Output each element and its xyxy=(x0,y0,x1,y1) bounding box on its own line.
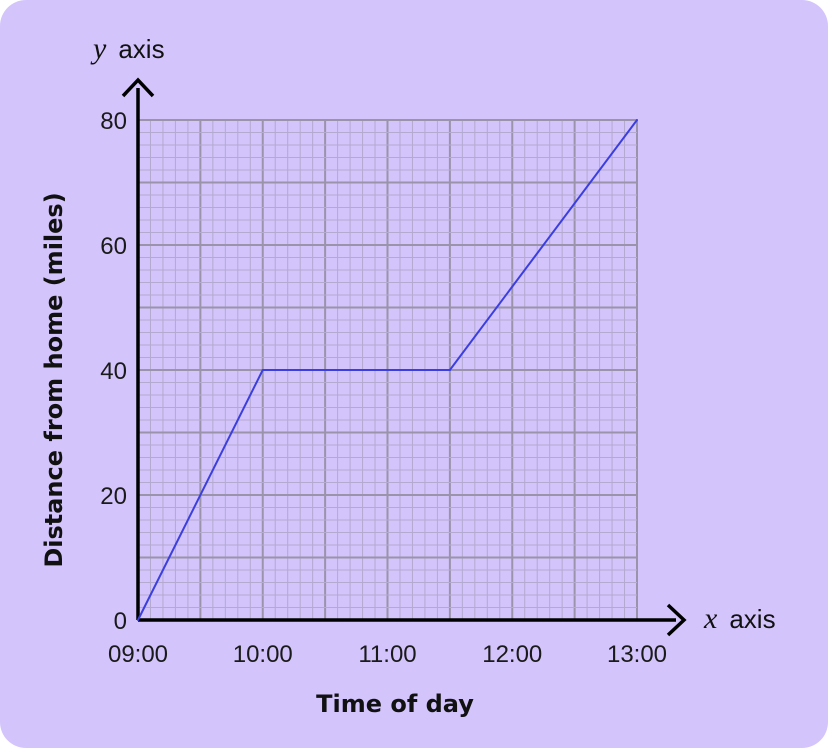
x-tick-label: 12:00 xyxy=(482,641,542,668)
y-axis-var: y xyxy=(90,32,107,65)
x-tick-labels: 09:00 10:00 11:00 12:00 13:00 xyxy=(108,641,667,668)
y-tick-labels: 0 20 40 60 80 xyxy=(100,108,127,635)
y-tick-label: 0 xyxy=(114,608,127,635)
data-point xyxy=(448,369,451,371)
y-tick-label: 20 xyxy=(100,483,127,510)
y-axis-word: axis xyxy=(118,34,164,64)
y-axis-name: y axis xyxy=(90,32,165,65)
y-axis-title: Distance from home (miles) xyxy=(40,192,68,567)
x-tick-label: 09:00 xyxy=(108,641,168,668)
y-tick-label: 40 xyxy=(100,358,127,385)
x-axis-name: x axis xyxy=(703,602,776,635)
x-tick-label: 10:00 xyxy=(233,641,293,668)
x-axis-var: x xyxy=(703,602,718,635)
x-axis-word: axis xyxy=(729,604,775,634)
x-tick-label: 13:00 xyxy=(607,641,667,668)
x-axis-title: Time of day xyxy=(316,690,474,718)
data-point xyxy=(261,369,264,371)
y-axis-arrow xyxy=(121,77,155,98)
axes xyxy=(121,77,687,637)
y-tick-label: 80 xyxy=(100,108,127,135)
data-point xyxy=(636,119,638,121)
x-tick-label: 11:00 xyxy=(358,641,416,668)
y-tick-label: 60 xyxy=(100,233,127,260)
x-axis-arrow xyxy=(666,603,687,637)
series-group xyxy=(137,119,638,621)
data-point xyxy=(137,619,139,621)
series-line xyxy=(137,119,638,621)
